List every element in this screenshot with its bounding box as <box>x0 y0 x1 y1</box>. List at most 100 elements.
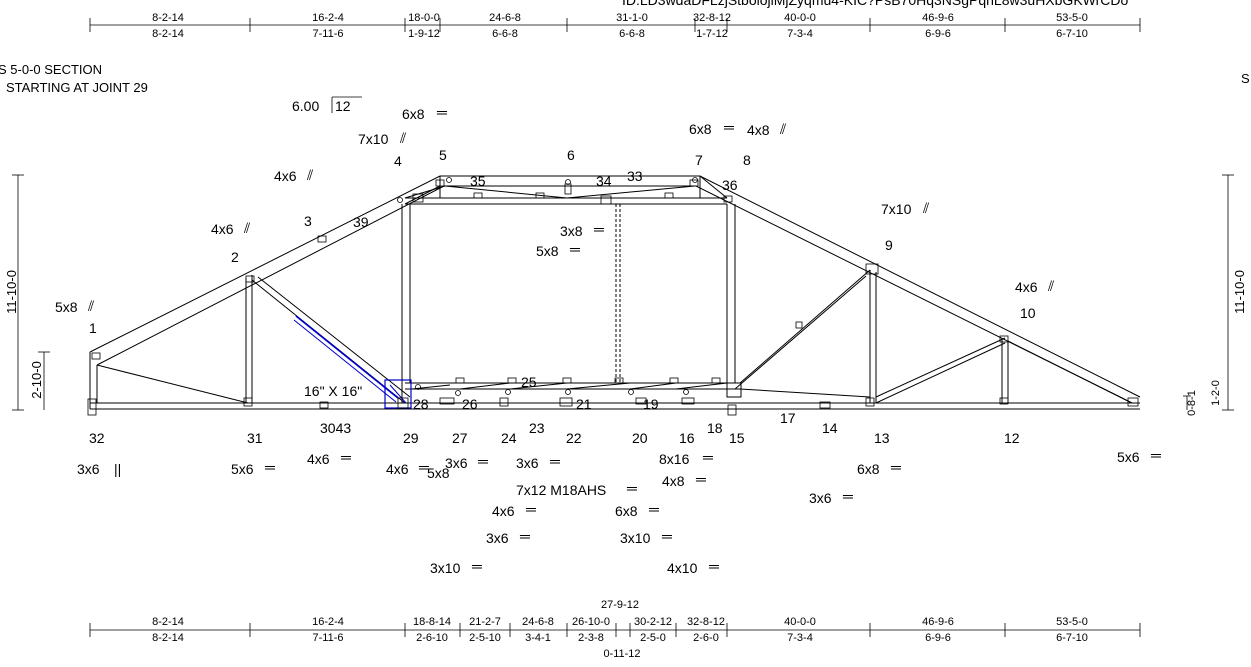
plate-label: 6x8 <box>689 121 712 137</box>
joint-label: 33 <box>627 168 643 184</box>
top-dim-upper: 24-6-8 <box>489 12 521 24</box>
plate-label: 3x10 <box>430 560 461 576</box>
left-height-dimensions: 11-10-0 2-10-0 <box>4 174 50 411</box>
plate-label: 4x6 <box>307 451 330 467</box>
svg-text:═: ═ <box>519 528 530 544</box>
top-dim-upper: 46-9-6 <box>922 12 954 24</box>
joint-label: 10 <box>1020 305 1036 321</box>
top-dim-lower: 1-7-12 <box>696 28 728 40</box>
bottom-dim-lower: 2-5-0 <box>640 632 666 644</box>
joint-label: 14 <box>822 420 838 436</box>
joint-label: 3 <box>304 213 312 229</box>
bottom-dim-upper: 40-0-0 <box>784 616 816 628</box>
top-dim-upper: 8-2-14 <box>152 12 184 24</box>
joint-label: 28 <box>413 396 429 412</box>
top-dim-lower: 7-3-4 <box>787 28 813 40</box>
joint-label: 12 <box>1004 430 1020 446</box>
plate-labels: 5x8 ⫽ 4x6 ⫽ 4x6 ⫽ 7x10 ⫽ 6x8 ═ 6x8 ═ 4x8… <box>55 104 1161 576</box>
top-dim-lower: 8-2-14 <box>152 28 184 40</box>
bottom-dim-lower: 7-11-6 <box>313 632 344 644</box>
svg-text:⫽: ⫽ <box>87 298 95 314</box>
svg-text:═: ═ <box>436 104 447 120</box>
joint-labels: 1 2 3 4 5 6 7 8 9 10 12 13 14 15 16 17 1… <box>89 147 1036 446</box>
svg-text:═: ═ <box>708 558 719 574</box>
plate-label: 5x6 <box>1117 449 1140 465</box>
bottom-dim-upper: 32-8-12 <box>687 616 725 628</box>
svg-text:═: ═ <box>264 459 275 475</box>
svg-text:═: ═ <box>471 558 482 574</box>
plate-label: 4x6 <box>1015 279 1038 295</box>
top-dim-lower: 6-9-6 <box>925 28 951 40</box>
plate-label: 3x8 <box>560 223 583 239</box>
bottom-dim-below: 0-11-12 <box>603 648 640 660</box>
bottom-chord <box>90 382 1140 410</box>
joint-label: 24 <box>501 430 517 446</box>
joint-label: 17 <box>780 410 796 426</box>
plate-label: 3x6 <box>486 530 509 546</box>
plate-markers <box>87 177 1139 416</box>
top-dim-lower: 6-6-8 <box>619 28 645 40</box>
pitch-symbol: 6.00 12 <box>292 96 362 114</box>
section-note-line2: STARTING AT JOINT 29 <box>6 80 148 95</box>
joint-label: 15 <box>729 430 745 446</box>
plate-label: 4x6 <box>386 461 409 477</box>
joint-label: 35 <box>470 173 486 189</box>
joint-label: 3043 <box>320 420 351 436</box>
top-dim-lower: 7-11-6 <box>313 28 344 40</box>
top-dim-lower: 6-7-10 <box>1056 28 1088 40</box>
pitch-run: 12 <box>335 98 351 114</box>
plate-label: 8x16 <box>659 451 690 467</box>
joint-label: 39 <box>353 214 369 230</box>
svg-text:═: ═ <box>648 501 659 517</box>
svg-text:═: ═ <box>626 480 637 496</box>
plate-label: 4x10 <box>667 560 698 576</box>
joint-label: 7 <box>695 152 703 168</box>
bottom-dim-above: 27-9-12 <box>601 599 639 611</box>
plate-label: 3x6 <box>77 461 100 477</box>
plate-label: 3x6 <box>809 490 832 506</box>
plate-label: 5x8 <box>536 243 559 259</box>
svg-text:═: ═ <box>525 501 536 517</box>
truss-id-line: ID:LD3wdaDFLzjStbolojiMjZyqmu4-KIC?PsB70… <box>622 0 1128 8</box>
top-dim-upper: 16-2-4 <box>312 12 344 24</box>
right-height-dimensions: 11-10-0 0-8-1 1-2-0 <box>1183 174 1247 416</box>
joint-label: 9 <box>885 237 893 253</box>
bottom-dim-lower: 8-2-14 <box>152 632 184 644</box>
svg-text:═: ═ <box>477 453 488 469</box>
joint-label: 27 <box>452 430 468 446</box>
svg-text:═: ═ <box>702 449 713 465</box>
joint-label: 29 <box>403 430 419 446</box>
bottom-dim-lower: 2-5-10 <box>469 632 501 644</box>
plate-label: 7x10 <box>881 201 912 217</box>
svg-text:═: ═ <box>1150 447 1161 463</box>
bottom-dim-upper: 8-2-14 <box>152 616 184 628</box>
top-dim-upper: 53-5-0 <box>1056 12 1088 24</box>
plate-label: 3x6 <box>516 455 539 471</box>
left-heel-height: 2-10-0 <box>29 361 44 399</box>
top-chord <box>89 175 1141 404</box>
bottom-dim-lower: 2-6-0 <box>693 632 719 644</box>
plate-label: 5x8 <box>55 299 78 315</box>
joint-label: 22 <box>566 430 582 446</box>
svg-text:═: ═ <box>723 119 734 135</box>
joint-label: 8 <box>743 152 751 168</box>
top-dim-upper: 18-0-0 <box>408 12 440 24</box>
bottom-dim-upper: 46-9-6 <box>922 616 954 628</box>
svg-text:═: ═ <box>569 241 580 257</box>
svg-text:═: ═ <box>418 459 429 475</box>
plate-label: 6x8 <box>615 503 638 519</box>
top-dim-lower: 1-9-12 <box>408 28 440 40</box>
joint-label: 16 <box>679 430 695 446</box>
joint-label: 21 <box>576 396 592 412</box>
joint-label: 34 <box>596 173 612 189</box>
svg-text:||: || <box>114 461 121 477</box>
plate-label: 5x8 <box>427 465 450 481</box>
joint-label: 5 <box>439 147 447 163</box>
top-dim-upper: 40-0-0 <box>784 12 816 24</box>
bottom-dim-upper: 21-2-7 <box>469 616 501 628</box>
joint-label: 4 <box>394 153 402 169</box>
section-note-line1: S 5-0-0 SECTION <box>0 62 102 77</box>
bottom-dim-lower: 2-3-8 <box>578 632 604 644</box>
right-small-height-a: 0-8-1 <box>1186 390 1198 416</box>
